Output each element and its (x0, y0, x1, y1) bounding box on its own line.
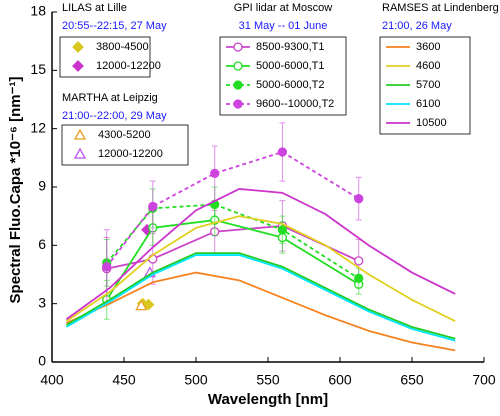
x-tick-label: 550 (256, 372, 280, 388)
legend-subtitle: 21:00--22:00, 29 May (62, 110, 167, 122)
legend-marker (72, 41, 84, 53)
series-line (65, 188, 456, 320)
legend-label: 3800-4500 (96, 41, 149, 53)
legend-marker (233, 99, 243, 109)
x-tick-label: 650 (400, 372, 424, 388)
legend-marker (73, 128, 87, 140)
y-tick-label: 3 (38, 294, 46, 310)
marker (277, 225, 288, 235)
legend-label: 12000-12200 (96, 60, 161, 72)
legend-box (59, 36, 151, 78)
legend-title: RAMSES at Lindenberg (382, 2, 499, 14)
y-tick-label: 9 (38, 178, 46, 194)
x-axis-title: Wavelength [nm] (208, 391, 328, 408)
series-line (66, 271, 456, 352)
legend-title: GPI lidar at Moscow (234, 2, 332, 14)
y-tick-label: 12 (30, 119, 46, 135)
marker (354, 256, 364, 266)
legend-label: 9600--10000,T2 (256, 98, 334, 110)
legend-subtitle: 21:00, 26 May (382, 20, 452, 32)
x-tick-label: 600 (328, 372, 352, 388)
legend-label: 10500 (416, 117, 447, 129)
legend-marker (233, 80, 243, 90)
marker (148, 201, 158, 212)
series-line (65, 254, 456, 342)
marker (210, 168, 220, 179)
series-line (65, 252, 456, 340)
marker (354, 273, 364, 284)
legend-label: 6100 (416, 98, 440, 110)
legend-label: 5000-6000,T2 (256, 79, 325, 91)
y-tick-label: 6 (38, 236, 46, 252)
x-tick-label: 700 (472, 372, 496, 388)
y-tick-label: 18 (30, 3, 46, 19)
y-tick-label: 15 (30, 61, 46, 77)
x-tick-label: 450 (112, 372, 136, 388)
legend-label: 3600 (416, 41, 440, 53)
marker (135, 299, 148, 311)
legend-title: LILAS at Lille (62, 2, 127, 14)
series-line (106, 151, 360, 268)
legend-label: 12000-12200 (98, 148, 163, 160)
marker (277, 147, 288, 157)
legend-label: 5700 (416, 79, 440, 91)
legend-subtitle: 20:55--22:15, 27 May (62, 20, 167, 32)
x-tick-label: 500 (184, 372, 208, 388)
series-line (65, 215, 456, 322)
legend-marker (233, 61, 243, 71)
legend-subtitle: 31 May -- 01 June (239, 20, 328, 32)
legend-label: 4600 (416, 60, 440, 72)
y-tick-label: 0 (38, 353, 46, 369)
legend-marker (72, 60, 84, 72)
y-axis-title: Spectral Fluo.Capa *10⁻⁶ [nm⁻¹] (7, 77, 24, 304)
x-tick-label: 400 (40, 372, 64, 388)
legend-title: MARTHA at Leipzig (62, 92, 158, 104)
legend-marker (73, 147, 87, 159)
marker (142, 298, 155, 311)
legend-label: 8500-9300,T1 (256, 41, 325, 53)
marker (354, 194, 364, 204)
legend-marker (233, 42, 243, 52)
legend-label: 4300-5200 (98, 129, 151, 141)
marker (102, 262, 112, 272)
legend-label: 5000-6000,T1 (256, 60, 325, 72)
